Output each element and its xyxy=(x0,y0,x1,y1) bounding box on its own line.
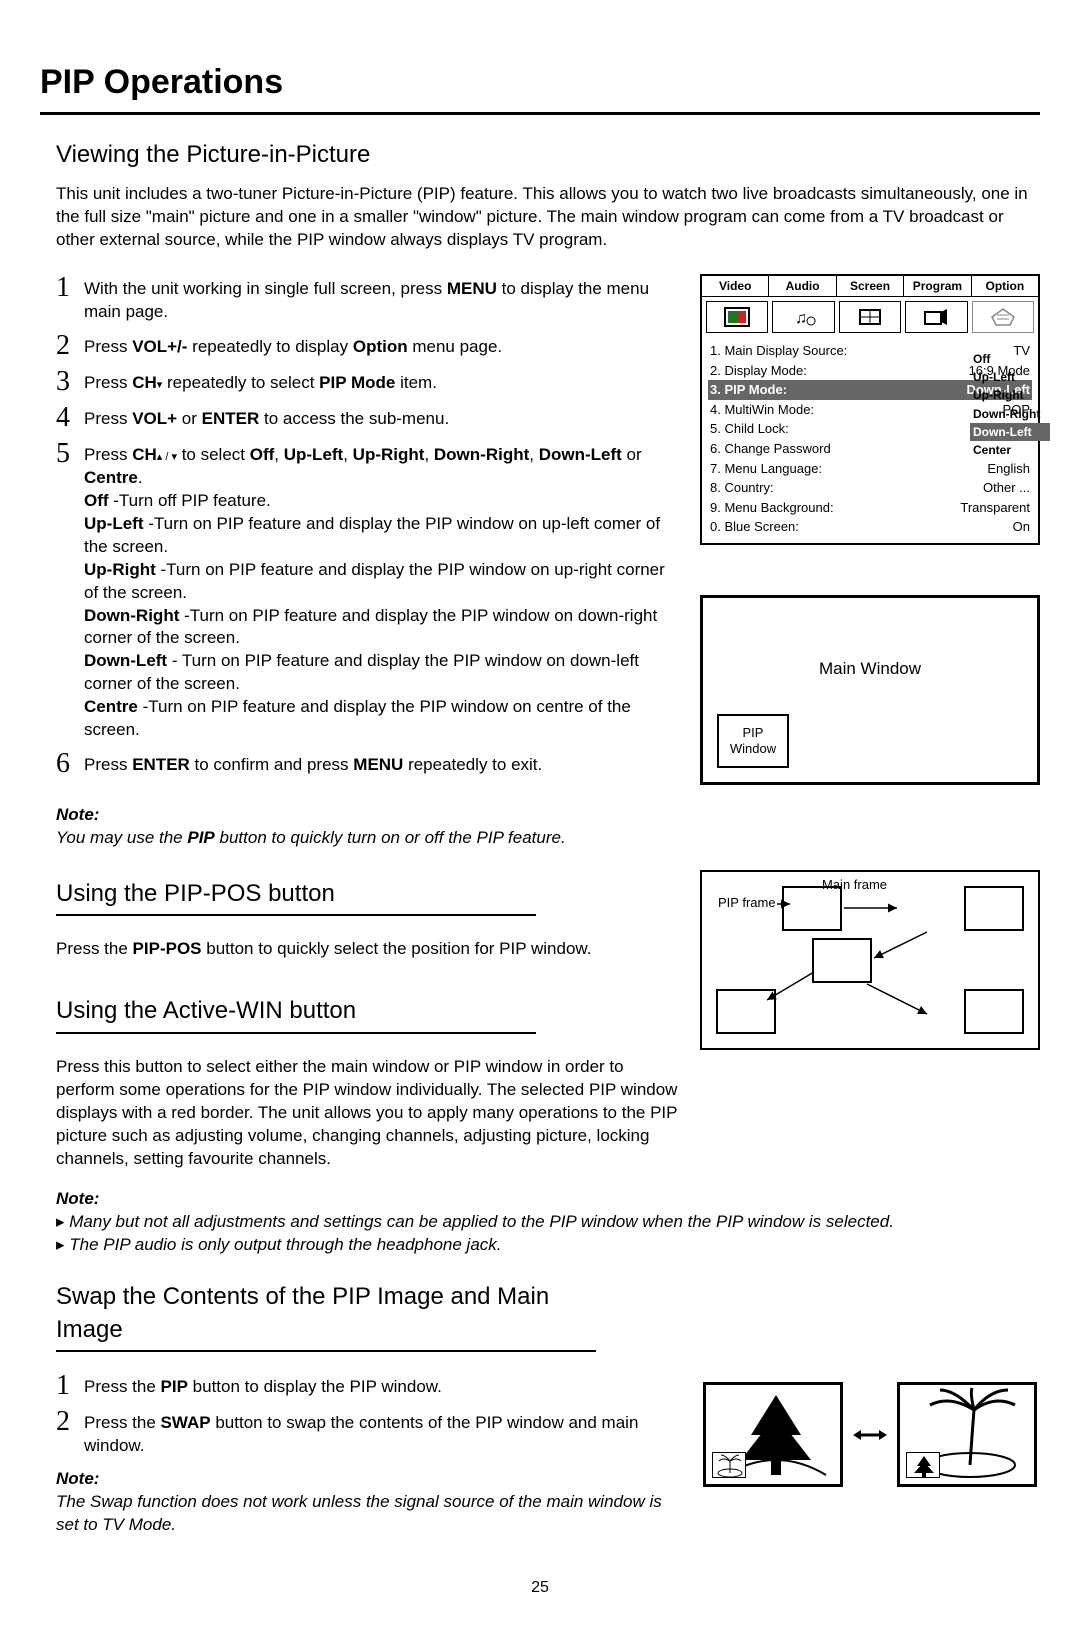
activewin-note2: The PIP audio is only output through the… xyxy=(56,1234,1040,1257)
tab-program: Program xyxy=(904,276,971,296)
menu-item: 9. Menu Background:Transparent xyxy=(708,498,1032,518)
pippos-title: Using the PIP-POS button xyxy=(56,878,536,916)
submenu-item: Off xyxy=(970,350,1050,368)
swap-steps: Press the PIP button to display the PIP … xyxy=(56,1372,682,1458)
audio-icon: ♫ xyxy=(772,301,834,333)
pippos-body: Press the PIP-POS button to quickly sele… xyxy=(56,938,682,961)
step-2: Press VOL+/- repeatedly to display Optio… xyxy=(84,332,682,360)
osd-menu: Video Audio Screen Program Option ♫ 1. M… xyxy=(700,274,1040,545)
viewing-intro: This unit includes a two-tuner Picture-i… xyxy=(56,183,1040,252)
palm-mini-icon xyxy=(713,1453,747,1479)
step-1: With the unit working in single full scr… xyxy=(84,274,682,324)
pip-window-label: PIP Window xyxy=(717,714,789,768)
activewin-note-label: Note: xyxy=(56,1188,1040,1211)
menu-icons: ♫ xyxy=(702,297,1038,337)
swap-note: The Swap function does not work unless t… xyxy=(56,1491,682,1537)
submenu: OffUp-LeftUp-RightDown-RightDown-LeftCen… xyxy=(970,350,1050,459)
page-title: PIP Operations xyxy=(40,60,1040,115)
tab-video: Video xyxy=(702,276,769,296)
pip-frame-label: PIP frame xyxy=(718,894,776,912)
submenu-item: Up-Left xyxy=(970,368,1050,386)
swap-step-2: Press the SWAP button to swap the conten… xyxy=(84,1408,682,1458)
swap-step-1: Press the PIP button to display the PIP … xyxy=(84,1372,682,1400)
submenu-item: Down-Left xyxy=(970,423,1050,441)
menu-item: 7. Menu Language:English xyxy=(708,459,1032,479)
step-5: Press CH▴ / ▾ to select Off, Up-Left, Up… xyxy=(84,440,682,742)
menu-item: 8. Country:Other ... xyxy=(708,478,1032,498)
swap-title: Swap the Contents of the PIP Image and M… xyxy=(56,1281,596,1352)
program-icon xyxy=(905,301,967,333)
tab-screen: Screen xyxy=(837,276,904,296)
svg-text:♫: ♫ xyxy=(795,310,807,327)
activewin-note1: Many but not all adjustments and setting… xyxy=(56,1211,1040,1234)
tree-mini-icon xyxy=(907,1453,941,1479)
tab-option: Option xyxy=(972,276,1038,296)
tab-audio: Audio xyxy=(769,276,836,296)
page-number: 25 xyxy=(40,1577,1040,1599)
main-window-label: Main Window xyxy=(819,658,921,681)
screen-icon xyxy=(839,301,901,333)
note-text: You may use the PIP button to quickly tu… xyxy=(56,827,1040,850)
swap-diagram xyxy=(700,1382,1040,1487)
swap-note-label: Note: xyxy=(56,1468,682,1491)
option-icon xyxy=(972,301,1034,333)
menu-item: 0. Blue Screen:On xyxy=(708,517,1032,537)
viewing-steps: With the unit working in single full scr… xyxy=(56,274,682,778)
swap-arrow-icon xyxy=(853,1425,887,1445)
video-icon xyxy=(706,301,768,333)
activewin-title: Using the Active-WIN button xyxy=(56,995,536,1033)
submenu-item: Up-Right xyxy=(970,386,1050,404)
pip-pos-diagram: PIP frame Main frame xyxy=(700,870,1040,1050)
activewin-body: Press this button to select either the m… xyxy=(56,1056,682,1171)
step-3: Press CH▾ repeatedly to select PIP Mode … xyxy=(84,368,682,396)
step-4: Press VOL+ or ENTER to access the sub-me… xyxy=(84,404,682,432)
submenu-item: Down-Right xyxy=(970,405,1050,423)
main-pip-diagram: Main Window PIP Window xyxy=(700,595,1040,785)
menu-tabs: Video Audio Screen Program Option xyxy=(702,276,1038,297)
step-6: Press ENTER to confirm and press MENU re… xyxy=(84,750,682,778)
submenu-item: Center xyxy=(970,441,1050,459)
note-label: Note: xyxy=(56,804,1040,827)
viewing-title: Viewing the Picture-in-Picture xyxy=(56,139,1040,171)
